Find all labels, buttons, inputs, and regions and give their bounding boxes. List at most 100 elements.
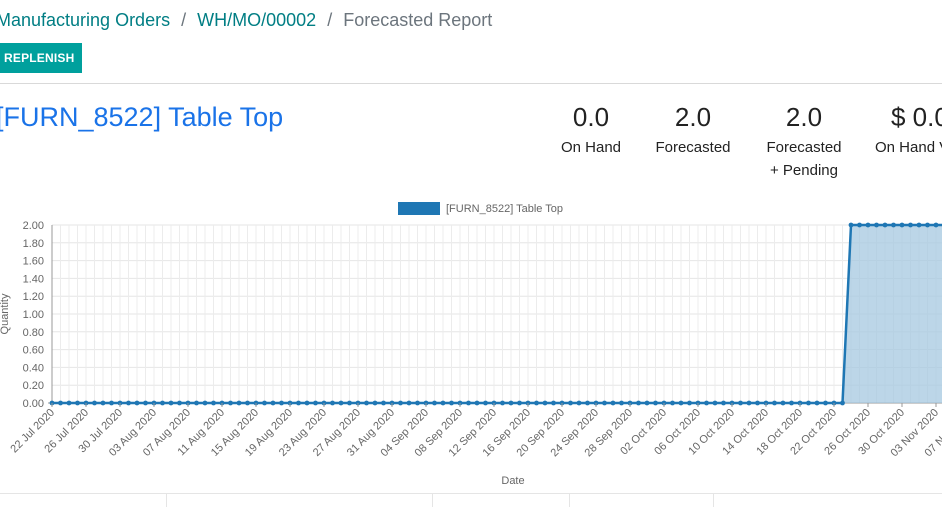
data-point <box>899 222 905 228</box>
data-point <box>279 400 284 406</box>
stat-forecasted: 2.0 Forecasted <box>648 100 738 160</box>
header-divider <box>0 83 942 84</box>
data-point <box>415 400 420 406</box>
forecast-chart: 0.00 0.20 0.40 0.60 0.80 1.00 1.20 1.40 1.60 1.80… <box>0 202 942 487</box>
data-point <box>746 400 752 406</box>
data-point <box>500 400 505 406</box>
data-point <box>823 400 828 406</box>
legend-swatch <box>398 202 440 215</box>
y-tick-label: 0.60 <box>23 345 44 357</box>
data-point <box>772 400 777 406</box>
data-point <box>58 400 63 406</box>
data-point <box>245 400 250 406</box>
stat-value: 2.0 <box>785 102 823 132</box>
stat-forecasted-pending: 2.0 Forecasted + Pending <box>758 100 850 182</box>
legend-label: [FURN_8522] Table Top <box>446 203 563 215</box>
stat-label: On Hand <box>560 139 622 156</box>
data-point <box>568 400 573 406</box>
y-tick-label: 0.40 <box>23 362 44 374</box>
stat-on-hand: 0.0 On Hand <box>548 100 634 160</box>
data-point <box>755 400 760 406</box>
data-point <box>270 400 276 406</box>
data-point <box>738 400 743 406</box>
data-point <box>585 400 590 406</box>
data-point <box>789 400 794 406</box>
data-point <box>440 400 446 406</box>
data-point <box>406 400 412 406</box>
data-point <box>857 222 862 228</box>
data-point <box>848 222 854 228</box>
data-point <box>874 222 879 228</box>
data-point <box>304 400 310 406</box>
stat-label-line2: + Pending <box>770 162 838 179</box>
breadcrumb-current: Forecasted Report <box>343 10 493 30</box>
data-point <box>262 400 267 406</box>
data-point <box>721 400 726 406</box>
stat-on-hand-value: $ 0.00 On Hand Value <box>874 100 942 160</box>
data-point <box>202 400 208 406</box>
data-point <box>398 400 403 406</box>
y-tick-label: 0.00 <box>23 398 44 410</box>
y-tick-label: 0.80 <box>23 327 44 339</box>
data-point <box>780 400 786 406</box>
data-point <box>330 400 335 406</box>
data-point <box>228 400 233 406</box>
data-point <box>338 400 344 406</box>
data-point <box>347 400 352 406</box>
breadcrumb-item-manufacturing-orders[interactable]: Manufacturing Orders <box>0 10 171 30</box>
breadcrumb-item-mo[interactable]: WH/MO/00002 <box>197 10 317 30</box>
breadcrumb: Manufacturing Orders / WH/MO/00002 / For… <box>0 8 492 32</box>
data-point <box>644 400 650 406</box>
data-point <box>194 400 199 406</box>
data-point <box>908 222 913 228</box>
y-tick-label: 0.20 <box>23 380 44 392</box>
data-point <box>704 400 709 406</box>
stat-label: Forecasted <box>655 139 731 156</box>
data-point <box>466 400 471 406</box>
data-point <box>882 222 888 228</box>
data-point <box>925 222 930 228</box>
replenish-button[interactable]: REPLENISH <box>0 43 83 73</box>
stat-label: Forecasted <box>766 139 842 156</box>
data-point <box>236 400 242 406</box>
data-point <box>933 222 939 228</box>
stat-value: $ 0.00 <box>891 102 942 132</box>
data-point <box>517 400 522 406</box>
y-tick-label: 1.20 <box>23 291 44 303</box>
data-point <box>160 400 165 406</box>
stat-label: On Hand Value <box>875 139 942 156</box>
series-area <box>52 225 942 403</box>
data-point <box>168 400 174 406</box>
data-point <box>712 400 718 406</box>
data-point <box>75 400 80 406</box>
data-point <box>211 400 216 406</box>
breadcrumb-separator: / <box>327 10 333 30</box>
data-point <box>576 400 582 406</box>
data-point <box>916 222 922 228</box>
data-point <box>126 400 131 406</box>
data-point <box>313 400 318 406</box>
y-tick-label: 1.60 <box>23 256 44 268</box>
data-point <box>109 400 114 406</box>
data-point <box>653 400 658 406</box>
data-point <box>449 400 454 406</box>
data-point <box>100 400 106 406</box>
data-point <box>670 400 675 406</box>
data-point <box>865 222 871 228</box>
y-tick-label: 1.40 <box>23 273 44 285</box>
data-point <box>891 222 896 228</box>
data-point <box>474 400 480 406</box>
data-point <box>372 400 378 406</box>
y-tick-label: 1.80 <box>23 238 44 250</box>
y-tick-label: 1.00 <box>23 309 44 321</box>
stat-value: 2.0 <box>674 102 712 132</box>
table-header-line <box>0 493 942 494</box>
column-separator <box>432 494 433 507</box>
data-point <box>840 400 845 406</box>
data-point <box>143 400 148 406</box>
data-point <box>432 400 437 406</box>
data-point <box>134 400 140 406</box>
data-point <box>610 400 616 406</box>
data-point <box>483 400 488 406</box>
product-title[interactable]: [FURN_8522] Table Top <box>0 102 284 132</box>
